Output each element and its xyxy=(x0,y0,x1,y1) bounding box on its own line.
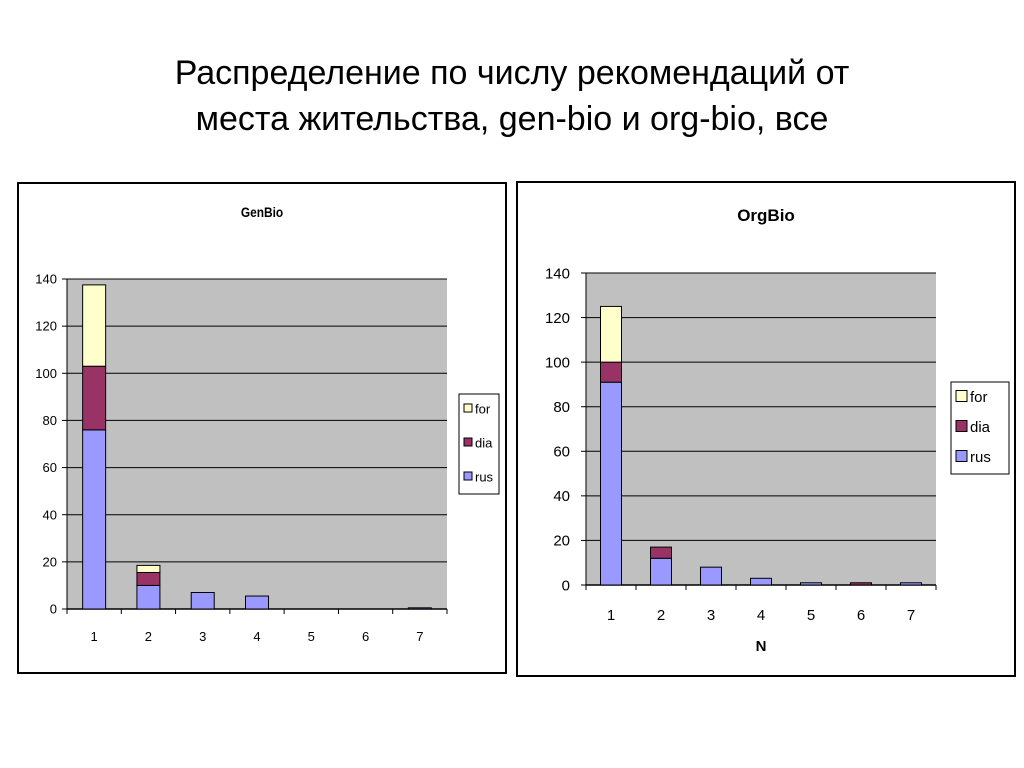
genbio-y-tick-label: 80 xyxy=(43,413,57,428)
genbio-legend-label-for: for xyxy=(475,401,491,416)
genbio-x-tick-label: 2 xyxy=(145,629,152,644)
orgbio-x-tick-label: 5 xyxy=(807,607,815,624)
genbio-x-tick-label: 1 xyxy=(91,629,98,644)
orgbio-legend-swatch-for xyxy=(955,390,968,402)
orgbio-x-axis-label: N xyxy=(756,638,767,655)
genbio-y-tick-label: 0 xyxy=(50,602,57,617)
genbio-plot-area xyxy=(67,279,447,609)
genbio-chart: GenBio 0 20 40 60 80 100 120 140 1 2 3 4 5 6 7 for dia rus xyxy=(17,182,507,674)
genbio-y-tick-label: 120 xyxy=(35,319,57,334)
genbio-bar-rus-2 xyxy=(136,584,161,610)
orgbio-y-tick-label: 100 xyxy=(545,354,570,371)
genbio-bar-rus-7 xyxy=(407,607,432,610)
genbio-bar-rus-4 xyxy=(245,595,269,610)
genbio-bar-dia-1 xyxy=(82,365,107,431)
genbio-legend-label-dia: dia xyxy=(475,435,493,450)
genbio-chart-title: GenBio xyxy=(241,204,283,220)
orgbio-bar-for-1 xyxy=(600,305,622,363)
orgbio-bar-dia-2 xyxy=(650,546,672,559)
orgbio-bar-rus-3 xyxy=(700,566,722,586)
orgbio-y-tick-label: 0 xyxy=(562,577,570,594)
orgbio-bar-rus-7 xyxy=(900,582,922,586)
orgbio-bar-dia-6 xyxy=(850,582,872,586)
orgbio-x-tick-label: 1 xyxy=(607,607,615,624)
genbio-y-tick-label: 100 xyxy=(35,366,57,381)
genbio-bar-dia-2 xyxy=(136,571,161,586)
orgbio-legend-swatch-dia xyxy=(955,420,968,432)
genbio-y-tick-label: 40 xyxy=(43,507,57,522)
genbio-bar-for-1 xyxy=(82,284,107,367)
orgbio-y-tick-label: 80 xyxy=(553,399,570,416)
genbio-bar-rus-1 xyxy=(82,429,107,610)
genbio-legend-swatch-rus xyxy=(463,471,473,481)
orgbio-legend-label-dia: dia xyxy=(970,419,991,436)
genbio-x-tick-label: 6 xyxy=(362,629,369,644)
genbio-legend-swatch-for xyxy=(463,403,473,413)
orgbio-x-tick-label: 6 xyxy=(857,607,865,624)
orgbio-legend-label-for: for xyxy=(970,389,988,406)
orgbio-y-tick-label: 20 xyxy=(553,533,570,550)
orgbio-bar-rus-2 xyxy=(650,557,672,586)
orgbio-y-tick-label: 60 xyxy=(553,444,570,461)
genbio-x-tick-label: 7 xyxy=(416,629,423,644)
orgbio-y-tick-label: 140 xyxy=(545,265,570,282)
orgbio-x-tick-label: 3 xyxy=(707,607,715,624)
genbio-chart-svg: GenBio 0 20 40 60 80 100 120 140 1 2 3 4 5 6 7 for dia rus xyxy=(35,204,500,644)
genbio-x-tick-label: 4 xyxy=(253,629,260,644)
orgbio-legend-swatch-rus xyxy=(955,450,968,462)
genbio-legend-swatch-dia xyxy=(463,437,473,447)
orgbio-bar-rus-5 xyxy=(800,582,822,586)
genbio-legend-label-rus: rus xyxy=(475,469,494,484)
slide-title-line-2: места жительства, gen-bio и org-bio, все xyxy=(195,100,829,138)
genbio-bar-rus-3 xyxy=(190,592,215,610)
genbio-x-tick-label: 5 xyxy=(308,629,315,644)
genbio-y-tick-label: 20 xyxy=(43,554,57,569)
genbio-bar-for-2 xyxy=(136,564,161,573)
slide-title: Распределение по числу рекомендаций от м… xyxy=(0,50,1024,142)
orgbio-plot-area xyxy=(586,273,936,585)
orgbio-bar-dia-1 xyxy=(600,361,622,383)
orgbio-legend-label-rus: rus xyxy=(970,449,991,466)
genbio-y-tick-label: 140 xyxy=(35,272,57,287)
slide-title-line-1: Распределение по числу рекомендаций от xyxy=(174,54,850,92)
orgbio-x-tick-label: 4 xyxy=(757,607,765,624)
genbio-y-tick-label: 60 xyxy=(43,460,57,475)
orgbio-chart-title: OrgBio xyxy=(737,206,795,225)
orgbio-x-tick-label: 2 xyxy=(657,607,665,624)
orgbio-y-tick-label: 40 xyxy=(553,488,570,505)
orgbio-x-tick-label: 7 xyxy=(907,607,915,624)
orgbio-bar-rus-1 xyxy=(600,381,622,586)
orgbio-y-tick-label: 120 xyxy=(545,310,570,327)
orgbio-bar-rus-4 xyxy=(750,577,772,586)
genbio-x-tick-label: 3 xyxy=(199,629,206,644)
